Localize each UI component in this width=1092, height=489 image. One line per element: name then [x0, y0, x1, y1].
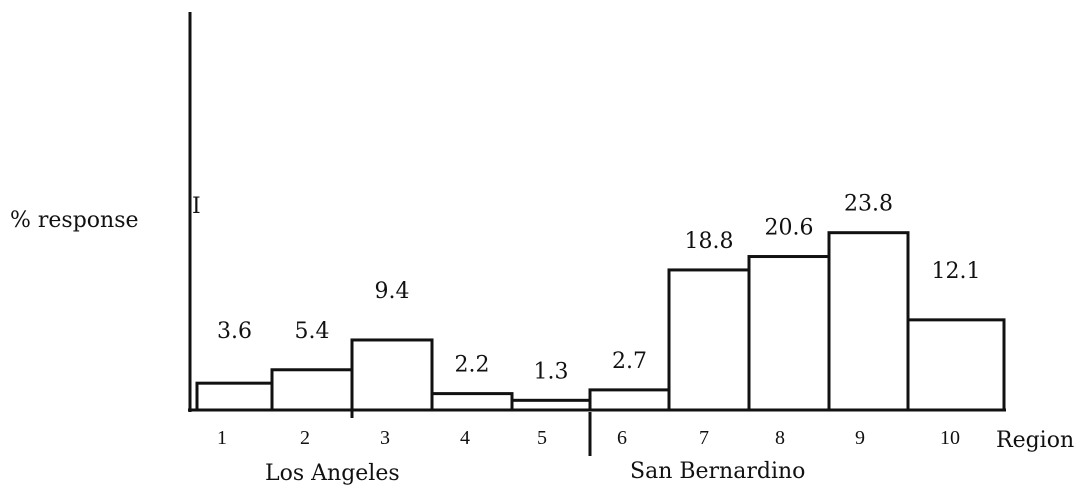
value-label-region-6: 2.7: [612, 349, 647, 374]
tick-label-region-5: 5: [537, 427, 547, 449]
tick-label-region-8: 8: [775, 427, 785, 449]
bar-region-6: [588, 388, 671, 412]
value-label-region-7: 18.8: [685, 229, 734, 254]
x-axis-label: Region: [996, 428, 1074, 453]
tick-label-region-3: 3: [380, 427, 390, 449]
bar-region-2: [270, 368, 354, 412]
tick-label-region-9: 9: [855, 427, 865, 449]
value-label-region-3: 9.4: [375, 279, 410, 304]
tick-label-region-7: 7: [699, 427, 709, 449]
tick-label-region-1: 1: [217, 427, 227, 449]
bar-region-7: [667, 268, 751, 412]
bar-region-8: [747, 255, 831, 412]
value-label-region-1: 3.6: [217, 319, 252, 344]
value-label-region-5: 1.3: [534, 359, 569, 384]
bar-region-3: [350, 338, 434, 412]
bar-region-5: [510, 398, 592, 412]
tick-labels: 1 2 3 4 5 6 7 8 9 10: [217, 427, 960, 449]
tick-label-region-6: 6: [617, 427, 627, 449]
tick-label-region-10: 10: [940, 427, 960, 449]
value-labels: 3.6 5.4 9.4 2.2 1.3 2.7 18.8 20.6 23.8 12.1: [217, 192, 980, 385]
value-label-region-2: 5.4: [295, 319, 330, 344]
y-axis-label: % response: [10, 208, 139, 233]
value-label-region-4: 2.2: [455, 353, 490, 378]
group-label-san-bernardino: San Bernardino: [630, 459, 805, 484]
bar-region-9: [827, 231, 910, 412]
value-label-region-9: 23.8: [844, 192, 893, 217]
group-label-los-angeles: Los Angeles: [265, 461, 400, 486]
bar-region-4: [430, 392, 514, 412]
tick-label-region-4: 4: [460, 427, 470, 449]
bar-region-1: [195, 381, 274, 412]
tick-label-region-2: 2: [300, 427, 310, 449]
bar-region-10: [906, 318, 1006, 412]
bars: [195, 231, 1006, 418]
value-label-region-10: 12.1: [932, 259, 981, 284]
y-axis-mark: I: [192, 194, 201, 219]
value-label-region-8: 20.6: [765, 216, 814, 241]
